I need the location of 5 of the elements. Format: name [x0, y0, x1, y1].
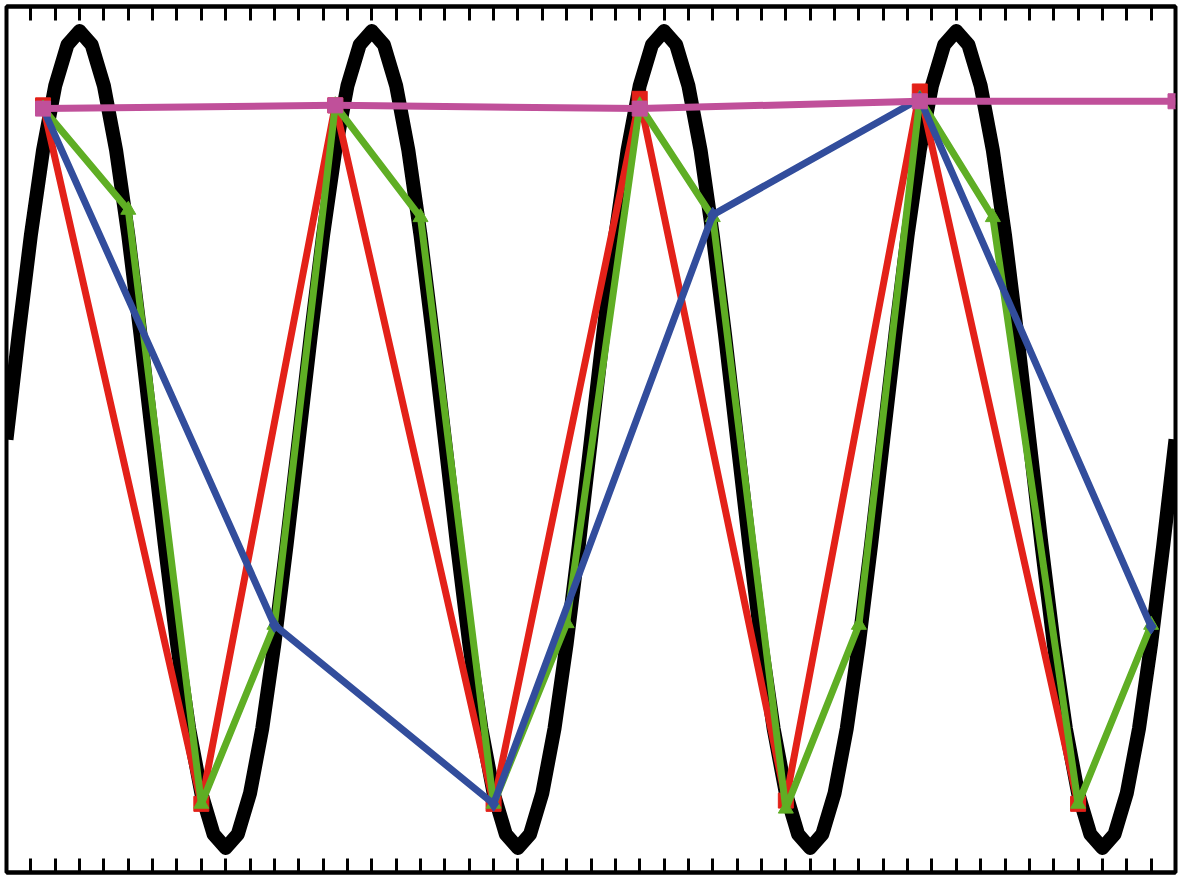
point — [1145, 618, 1157, 635]
point — [120, 200, 137, 215]
point — [412, 208, 429, 223]
point — [984, 208, 1001, 223]
point — [631, 100, 648, 117]
